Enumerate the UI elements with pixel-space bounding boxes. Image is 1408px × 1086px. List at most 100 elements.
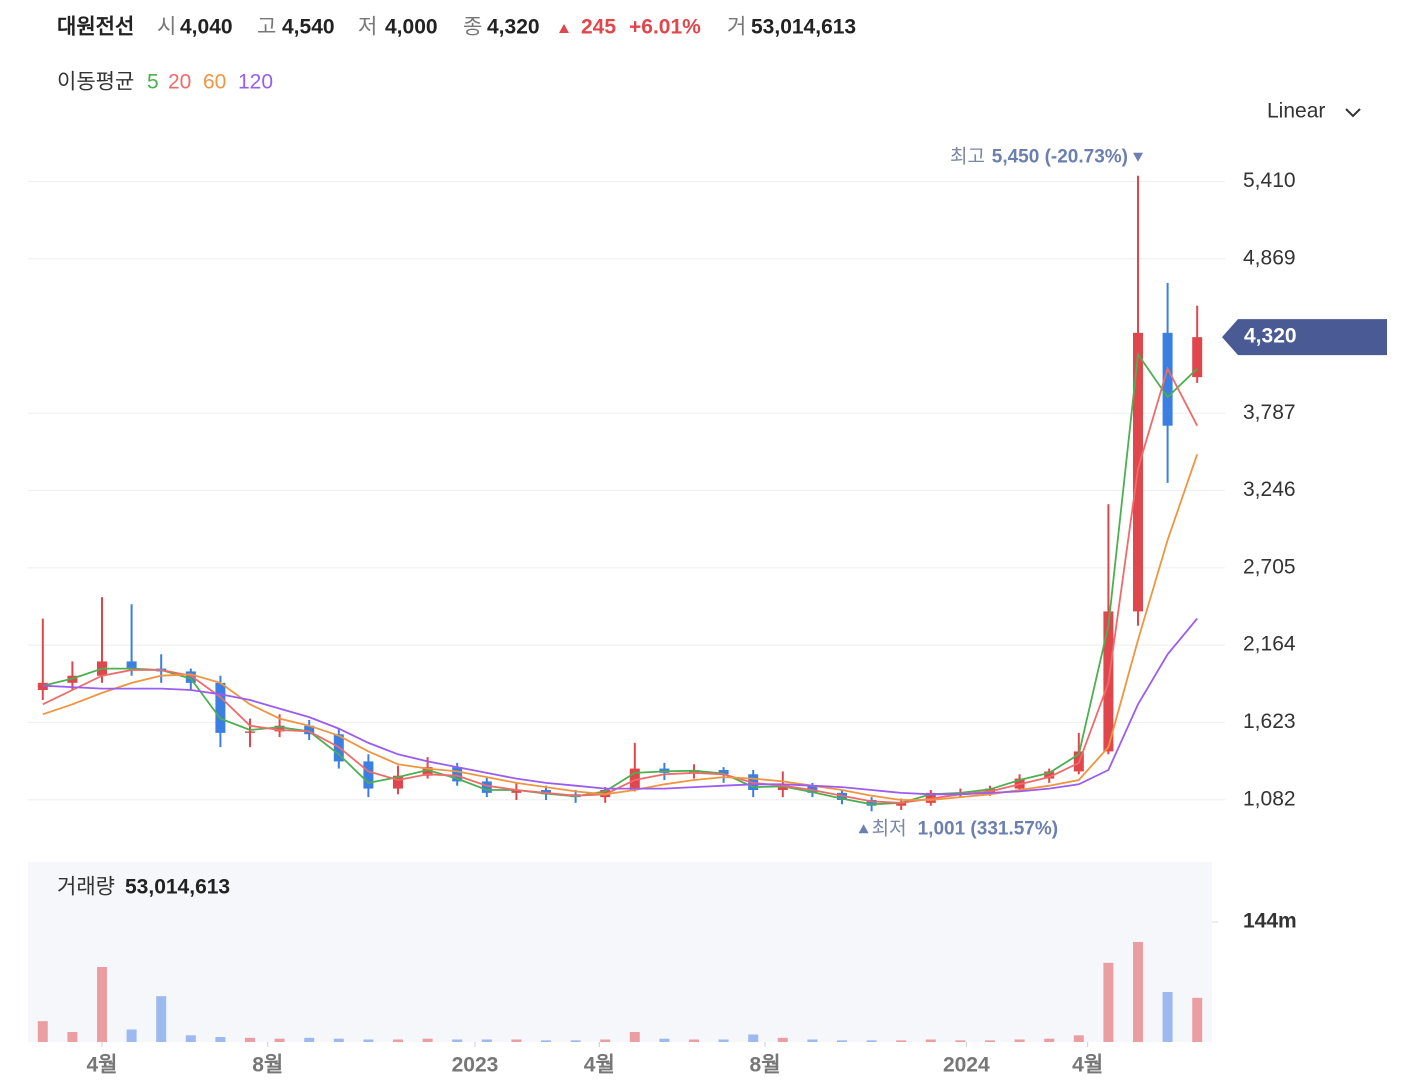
volume-bar (985, 1040, 995, 1042)
volume-bar (452, 1039, 463, 1042)
volume-bar (748, 1034, 759, 1042)
candle-body (718, 770, 729, 775)
price-badge-label: 4,320 (1244, 325, 1297, 348)
volume-bar (422, 1038, 433, 1042)
change-pct: +6.01% (629, 16, 701, 39)
volume-bar (215, 1037, 226, 1042)
candle-body (481, 781, 492, 793)
x-tick-label: 2023 (452, 1054, 499, 1077)
x-tick-label: 4월 (584, 1054, 615, 1077)
candle-body (393, 775, 403, 789)
volume-bar (807, 1039, 818, 1042)
field-label: 고 (257, 16, 276, 39)
candle-body (1162, 332, 1173, 426)
volume-bar (245, 1037, 255, 1042)
volume-bar (541, 1040, 551, 1042)
ma-legend-title: 이동평균 (57, 71, 134, 94)
y-tick-label: 2,705 (1243, 555, 1296, 578)
volume-bar (37, 1021, 48, 1042)
field-value: 4,540 (282, 16, 335, 39)
volume-bar (837, 1040, 847, 1042)
field-label: 시 (157, 16, 176, 39)
x-tick-label: 2024 (943, 1054, 990, 1077)
price-badge (1222, 319, 1387, 356)
volume-bar (1162, 992, 1173, 1042)
candle-body (245, 731, 255, 733)
stock-name: 대원전선 (57, 16, 134, 39)
field-value: 4,040 (180, 16, 233, 39)
ma-line (42, 351, 1198, 806)
ma-line (42, 454, 1199, 801)
candle-body (422, 767, 433, 776)
ma-legend-entry: 60 (203, 71, 226, 94)
volume-bar (689, 1039, 699, 1042)
y-tick-label: 2,164 (1243, 633, 1296, 656)
candle-body (185, 671, 196, 683)
annotation-label: 최고 (950, 146, 985, 168)
ma-line (42, 366, 1198, 804)
y-tick-label: 3,246 (1243, 478, 1296, 501)
y-tick-label: 1,082 (1243, 787, 1296, 810)
volume-bar (481, 1039, 492, 1042)
volume-bar (156, 996, 167, 1042)
y-tick-label: 144m (1243, 910, 1297, 933)
volume-bar (1014, 1039, 1025, 1042)
ma-legend-entry: 5 (147, 71, 159, 94)
field-label: 저 (358, 16, 377, 39)
y-tick-label: 3,787 (1243, 401, 1296, 424)
volume-bar (866, 1040, 877, 1042)
volume-bar (363, 1039, 374, 1042)
volume-title-value: 53,014,613 (125, 876, 230, 899)
volume-bar (97, 967, 107, 1042)
volume-bar (1133, 942, 1143, 1042)
volume-bar (925, 1039, 936, 1042)
scale-menu-label[interactable]: Linear (1267, 100, 1325, 123)
candle-body (1044, 771, 1055, 779)
x-tick-label: 4월 (87, 1054, 118, 1077)
volume-bar (777, 1037, 788, 1042)
candle-body (363, 761, 374, 789)
up-arrow (559, 24, 569, 33)
volume-title: 거래량 (57, 876, 115, 899)
volume-bar (511, 1039, 522, 1042)
candle-body (1192, 337, 1203, 378)
volume-bar (896, 1040, 907, 1042)
annotation-label: 최저 (872, 817, 907, 839)
y-tick-label: 5,410 (1243, 169, 1296, 192)
volume-bar (393, 1039, 403, 1042)
field-label: 종 (463, 16, 482, 39)
chevron[interactable] (1345, 108, 1361, 118)
volume-bar (1192, 997, 1203, 1042)
candle-body (866, 800, 877, 806)
volume-bar (333, 1038, 344, 1042)
ma-legend-entry: 120 (238, 71, 273, 94)
candle-body (896, 802, 907, 806)
ma-line (42, 618, 1198, 796)
annotation-arrow (1133, 152, 1143, 162)
annotation-arrow (858, 824, 869, 834)
volume-bar (304, 1037, 315, 1042)
volume-bar (126, 1029, 137, 1042)
x-tick-label: 8월 (252, 1054, 283, 1077)
volume-bar (1103, 962, 1114, 1042)
volume-bar (67, 1032, 78, 1042)
field-value: 53,014,613 (751, 16, 856, 39)
scale-menu[interactable]: Linear (1267, 100, 1361, 123)
volume-bar (1044, 1038, 1055, 1042)
annotation-value: 1,001 (331.57%) (918, 818, 1059, 839)
candle-body (215, 682, 226, 733)
volume-panel (28, 862, 1212, 1042)
x-tick-label: 8월 (750, 1054, 781, 1077)
candle-body (304, 725, 315, 735)
volume-bar (274, 1038, 285, 1042)
volume-bar (570, 1040, 581, 1042)
volume-bar (955, 1040, 966, 1042)
y-tick-label: 1,623 (1243, 710, 1296, 733)
y-tick-label: 4,869 (1243, 246, 1296, 269)
volume-bar (718, 1039, 729, 1042)
x-tick-label: 4월 (1072, 1054, 1103, 1077)
change: 245 (581, 16, 616, 39)
field-label: 거 (727, 16, 746, 39)
field-value: 4,320 (487, 16, 540, 39)
annotation-value: 5,450 (-20.73%) (992, 147, 1128, 168)
